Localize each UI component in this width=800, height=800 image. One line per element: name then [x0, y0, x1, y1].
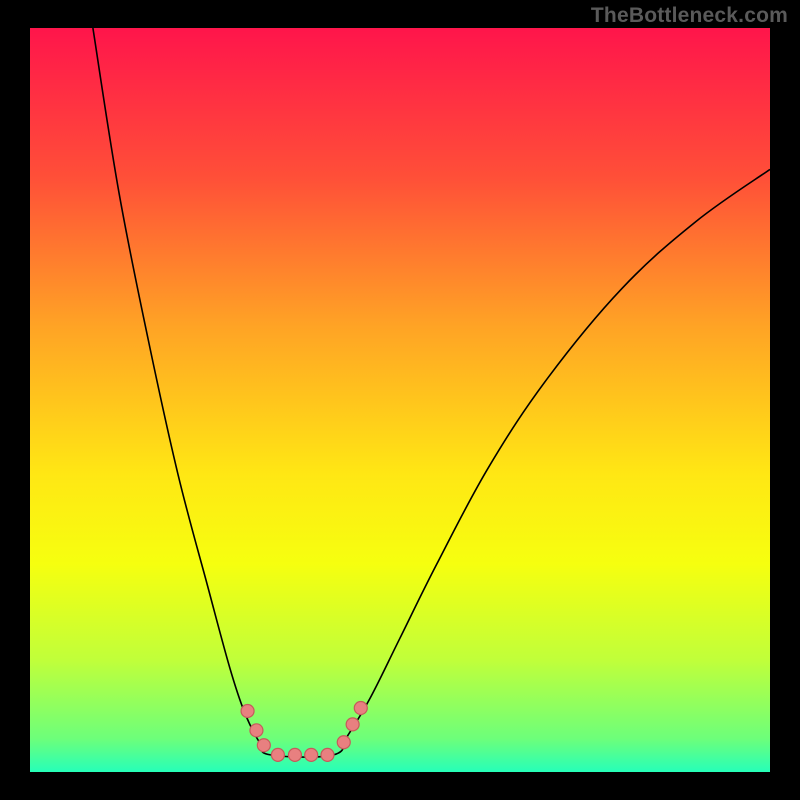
- bottleneck-curve: [93, 28, 770, 757]
- curve-marker: [288, 748, 301, 761]
- curve-marker: [257, 739, 270, 752]
- curve-marker: [250, 724, 263, 737]
- curve-marker: [241, 704, 254, 717]
- curve-marker: [337, 736, 350, 749]
- chart-container: TheBottleneck.com: [0, 0, 800, 800]
- curve-marker: [321, 748, 334, 761]
- plot-area: [30, 28, 770, 772]
- curve-marker: [346, 718, 359, 731]
- curve-marker: [305, 748, 318, 761]
- watermark-text: TheBottleneck.com: [591, 4, 788, 28]
- curve-marker: [354, 702, 367, 715]
- curve-layer: [30, 28, 770, 772]
- curve-marker: [271, 748, 284, 761]
